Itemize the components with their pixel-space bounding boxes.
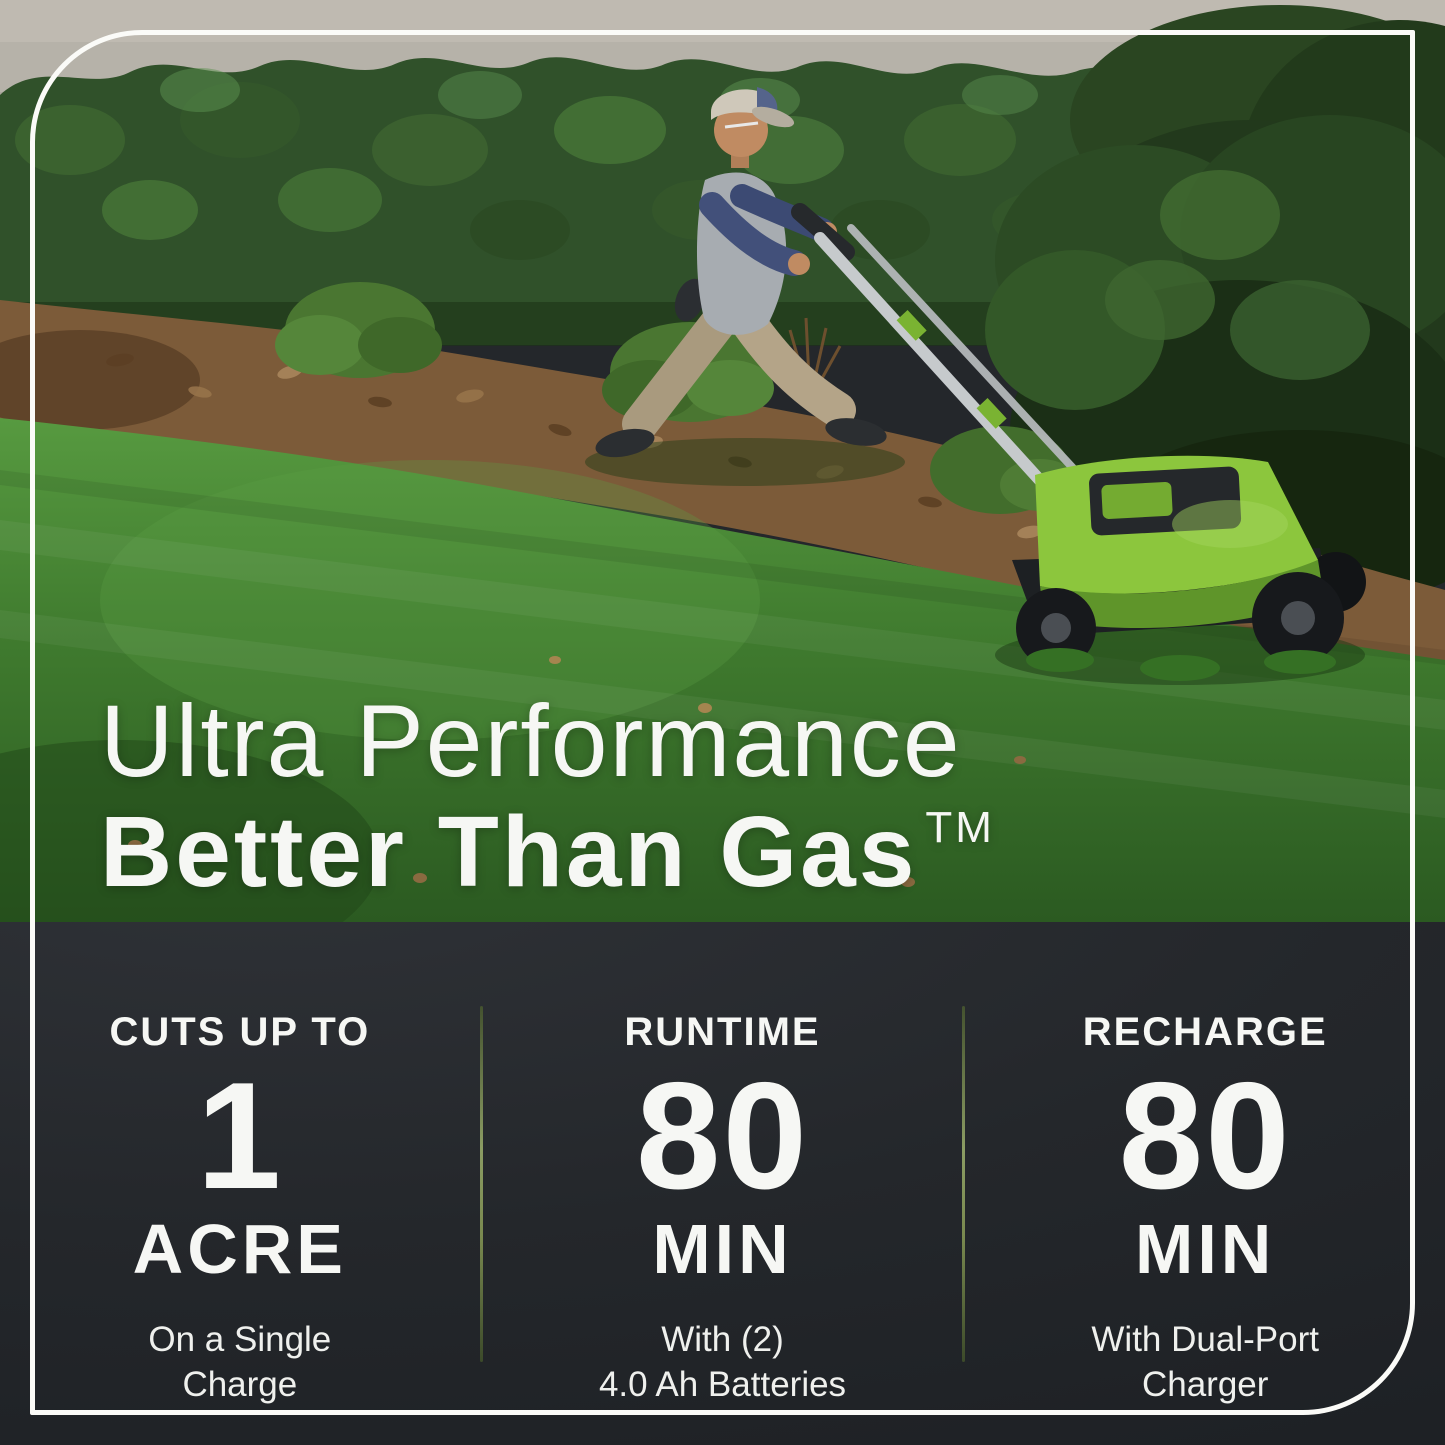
stat-unit: ACRE [132,1210,348,1288]
stat-unit: MIN [652,1210,793,1288]
vertical-divider [479,1006,483,1362]
stat-value: 1 [196,1051,284,1221]
stat-value: 80 [1118,1051,1292,1221]
stat-label: RUNTIME [624,1010,821,1054]
stat-subtext: With (2) 4.0 Ah Batteries [598,1320,847,1404]
stat-column-cuts: CUTS UP TO 1 ACRE On a Single Charge [0,922,480,1445]
stats-panel: CUTS UP TO 1 ACRE On a Single Charge RUNT… [0,922,1445,1445]
person-shadow [585,438,905,486]
stat-column-runtime: RUNTIME 80 MIN With (2) 4.0 Ah Batteries [483,922,963,1445]
stat-unit: MIN [1135,1210,1276,1288]
stat-subtext: With Dual-Port Charger [1091,1320,1319,1404]
shrubs [275,282,1080,514]
stat-value: 80 [635,1051,810,1221]
headline-line1: Ultra Performance [100,684,962,798]
stat-label: RECHARGE [1082,1010,1328,1054]
trademark-symbol: TM [925,803,995,852]
lawn-mower [791,203,1366,681]
photo-scene [0,0,1445,922]
photo-section [0,0,1445,922]
headline-line2: Better Than Gas TM [100,802,995,902]
stat-label: CUTS UP TO [109,1010,371,1054]
stat-subtext: On a Single Charge [148,1320,332,1404]
stat-column-recharge: RECHARGE 80 MIN With Dual-Port Charger [965,922,1445,1445]
person-mowing [595,87,887,458]
headline: Ultra Performance Better Than Gas TM [100,690,995,902]
bush [985,5,1445,610]
headline-line2-text: Better Than Gas [100,796,918,908]
vertical-divider [962,1006,966,1362]
